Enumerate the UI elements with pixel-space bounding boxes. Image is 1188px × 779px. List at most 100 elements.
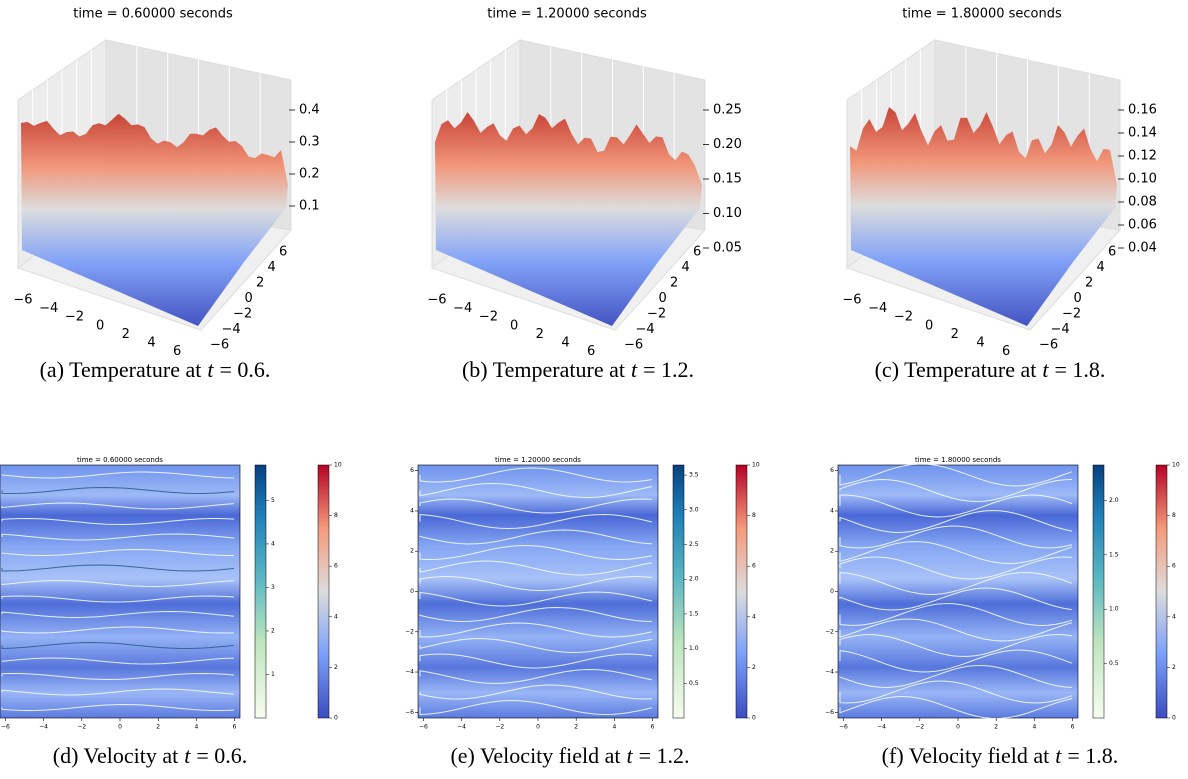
y-tick-label: 2: [1085, 276, 1093, 291]
x-tick-label: 0: [96, 318, 104, 333]
y-tick-label: 0: [1074, 291, 1082, 306]
x-tick-label: 6: [173, 344, 181, 359]
caption: (e) Velocity field at t = 1.2.: [450, 743, 689, 768]
streamline: [1, 703, 235, 712]
colorbar-tick-label: 1.0: [689, 645, 699, 652]
x-tick-label: −6: [427, 293, 446, 308]
streamline: [839, 463, 1073, 487]
panel-title: time = 0.60000 seconds: [73, 7, 233, 22]
z-tick-label: 0.05: [713, 241, 742, 256]
x-tick-label: −6: [13, 293, 32, 308]
colorbar-tick-label: 6: [334, 563, 338, 570]
streamline: [1, 502, 235, 510]
caption-variable: t: [184, 743, 191, 768]
z-tick-label: 0.16: [1128, 103, 1157, 118]
z-tick-label: 0.04: [1128, 241, 1157, 256]
colorbar-tick-label: 3: [271, 584, 275, 591]
streamline: [419, 668, 653, 684]
colorbar-tick-label: 0: [752, 715, 756, 722]
colorbar-tick-label: 4: [271, 540, 275, 547]
x-tick-label: −2: [495, 724, 504, 731]
caption-text: (b) Temperature at: [462, 357, 625, 382]
y-tick-label: −2: [825, 628, 834, 635]
y-tick-label: −6: [405, 709, 414, 716]
x-tick-label: −6: [842, 293, 861, 308]
y-tick-label: 4: [830, 507, 834, 514]
x-tick-label: −4: [39, 724, 48, 731]
colorbar-tick-label: 2: [1172, 664, 1176, 671]
y-tick-label: 0: [245, 291, 253, 306]
streamline: [839, 525, 1073, 549]
colorbar: [1155, 464, 1168, 719]
x-tick-label: 0: [536, 724, 540, 731]
streamline: [1, 471, 235, 479]
streamline: [839, 695, 1073, 719]
streamline: [1, 486, 235, 495]
caption-variable: t: [631, 357, 638, 382]
y-tick-label: 4: [410, 507, 414, 514]
z-tick-label: 0.14: [1128, 126, 1157, 141]
caption-variable: t: [207, 357, 214, 382]
caption-variable: t: [626, 743, 633, 768]
streamline: [839, 494, 1073, 518]
caption-variable: t: [1042, 357, 1049, 382]
streamline: [839, 541, 1073, 565]
velocity-panel: time = 1.20000 seconds −6 −4 −2 0 2 4 6 6 4 2 0 −2 −4…: [405, 456, 760, 768]
y-tick-label: 4: [1097, 260, 1105, 275]
surface-panel: time = 0.60000 seconds0.40.30.20.1−6−4−2…: [13, 7, 319, 383]
y-tick-label: 6: [410, 467, 414, 474]
streamline: [839, 509, 1073, 534]
y-tick-label: −4: [825, 669, 834, 676]
colorbar-tick-label: 8: [334, 512, 338, 519]
streamline: [419, 684, 653, 700]
colorbar-tick-label: 2.0: [689, 576, 699, 583]
z-tick-label: 0.10: [1128, 172, 1157, 187]
streamline: [1, 657, 235, 665]
caption-text: (e) Velocity field at: [450, 743, 620, 768]
z-tick-label: 0.25: [713, 103, 742, 118]
x-tick-label: 0: [510, 318, 518, 333]
streamline: [1, 626, 235, 634]
streamline: [419, 467, 653, 483]
colorbar-tick-label: 6: [752, 563, 756, 570]
y-tick-label: 0: [830, 588, 834, 595]
x-tick-label: 2: [536, 327, 544, 342]
temperature-heatmap: [837, 464, 1079, 719]
colorbar-tick-label: 4: [752, 613, 756, 620]
caption-text: (c) Temperature at: [875, 357, 1037, 382]
x-tick-label: −2: [77, 724, 86, 731]
streamline: [419, 606, 653, 623]
x-tick-label: 6: [651, 724, 655, 731]
y-tick-label: 0: [659, 291, 667, 306]
y-tick-label: −2: [1062, 307, 1081, 322]
y-tick-label: 6: [279, 245, 287, 260]
colorbar: [672, 464, 685, 719]
x-tick-label: 6: [1002, 344, 1010, 359]
colorbar-tick-label: 4: [334, 613, 338, 620]
streamline: [1, 533, 235, 541]
x-tick-label: −2: [915, 724, 924, 731]
x-tick-label: 4: [976, 336, 984, 351]
colorbar-tick-label: 3.5: [689, 472, 699, 479]
caption-value: = 1.8.: [1067, 743, 1118, 768]
z-tick-label: 0.15: [713, 172, 742, 187]
y-tick-label: −6: [825, 709, 834, 716]
y-tick-label: −4: [636, 322, 655, 337]
colorbar-tick-label: 6: [1172, 563, 1176, 570]
colorbar-tick-label: 0: [334, 715, 338, 722]
x-tick-label: 4: [612, 724, 616, 731]
streamline: [1, 610, 235, 619]
colorbar-tick-label: 8: [752, 512, 756, 519]
y-tick-label: 6: [1108, 245, 1116, 260]
caption-value: = 0.6.: [219, 357, 270, 382]
x-tick-label: 2: [574, 724, 578, 731]
caption-value: = 1.8.: [1054, 357, 1105, 382]
colorbar-tick-label: 10: [334, 462, 342, 469]
x-tick-label: −6: [1, 724, 10, 731]
panel-title: time = 0.60000 seconds: [77, 456, 163, 464]
x-tick-label: 6: [1071, 724, 1075, 731]
surface-panel: time = 1.80000 seconds 0.16 0.14 0.12 0.10 0.…: [842, 7, 1157, 383]
y-tick-label: −6: [624, 338, 643, 353]
x-tick-label: 0: [956, 724, 960, 731]
colorbar: [254, 464, 267, 719]
